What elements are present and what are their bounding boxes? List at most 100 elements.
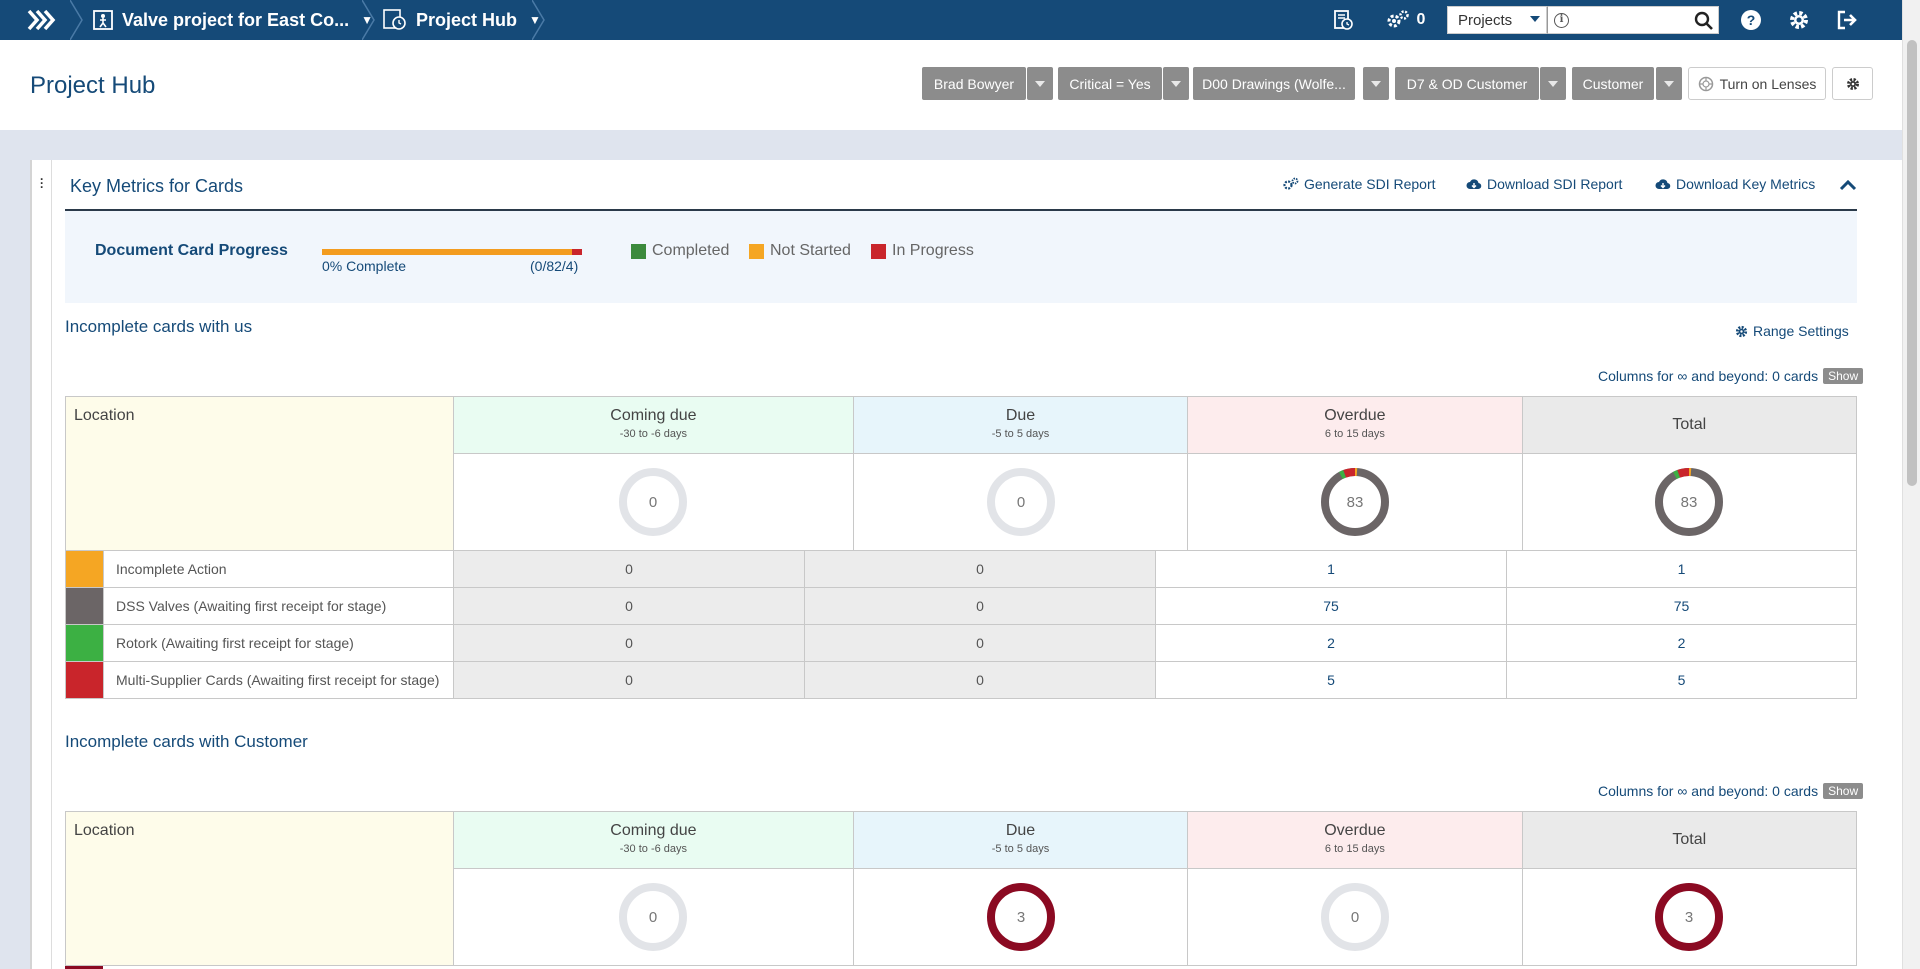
sign-out-icon[interactable] (1834, 0, 1860, 40)
vertical-dots-icon: · · · (40, 172, 44, 194)
show-button[interactable]: Show (1823, 783, 1864, 799)
help-icon[interactable]: ? (1738, 0, 1764, 40)
dropdown-arrow-icon (1530, 16, 1540, 22)
settings-gear-icon[interactable] (1786, 0, 1812, 40)
table-row[interactable]: Rotork (Awaiting first receipt for stage… (65, 624, 1857, 662)
info-icon[interactable]: i (1554, 13, 1569, 28)
row-due-value[interactable]: 0 (804, 624, 1156, 662)
table-row[interactable]: Incomplete Action 0 0 1 1 (65, 550, 1857, 588)
row-overdue-value[interactable]: 2 (1155, 624, 1507, 662)
table-row[interactable]: DSS Valves (Awaiting first receipt for s… (65, 587, 1857, 625)
turn-on-lenses-button[interactable]: Turn on Lenses (1688, 67, 1826, 100)
row-due-value[interactable]: 0 (804, 550, 1156, 588)
scrollbar-thumb[interactable] (1907, 40, 1917, 486)
donut-value: 0 (649, 494, 657, 511)
chevron-down-icon: ▼ (529, 13, 541, 27)
lens-button-label: Turn on Lenses (1719, 75, 1817, 92)
donut-value: 0 (1016, 494, 1024, 511)
filter-critical-button[interactable]: Critical = Yes (1058, 67, 1162, 100)
incomplete-cards-with-customer-table: Location Coming due -30 to -6 days Due -5 … (65, 811, 1858, 966)
legend-swatch (631, 243, 646, 259)
legend-label: Not Started (770, 242, 851, 259)
clipboard-clock-icon[interactable] (1330, 0, 1356, 40)
filter-customer-dropdown[interactable] (1656, 67, 1682, 100)
app-logo-icon[interactable] (0, 0, 84, 40)
filter-user-button[interactable]: Brad Bowyer (922, 67, 1026, 100)
chevron-down-icon: ▼ (361, 13, 373, 27)
total-donut[interactable]: 83 (1521, 453, 1858, 551)
row-color-swatch (65, 587, 104, 625)
page-settings-button[interactable] (1832, 67, 1873, 100)
donut-value: 83 (1347, 494, 1364, 511)
range-settings-link[interactable]: Range Settings (1735, 323, 1849, 339)
row-total-value[interactable]: 2 (1506, 624, 1857, 662)
download-key-metrics-link[interactable]: Download Key Metrics (1655, 176, 1815, 192)
panel-drag-handle[interactable]: · · · (32, 160, 52, 969)
due-donut[interactable]: 0 (852, 453, 1189, 551)
row-due-value[interactable]: 0 (804, 587, 1156, 625)
coming-due-donut[interactable]: 0 (453, 453, 854, 551)
overdue-header: Overdue 6 to 15 days (1187, 811, 1523, 869)
chevron-up-icon[interactable] (1839, 178, 1857, 192)
search-scope-select[interactable]: Projects (1447, 6, 1547, 34)
filter-user-dropdown[interactable] (1027, 67, 1053, 100)
tasks-button[interactable]: 0 (1380, 0, 1430, 40)
breadcrumb-project[interactable]: Valve project for East Co... ▼ (92, 0, 373, 40)
donut-value: 3 (1685, 909, 1693, 926)
search-icon[interactable] (1694, 11, 1714, 31)
row-overdue-value[interactable]: 75 (1155, 587, 1507, 625)
coming-due-range: -30 to -6 days (619, 428, 688, 440)
download-key-metrics-label: Download Key Metrics (1676, 176, 1816, 192)
breadcrumb-project-label: Valve project for East Co... (122, 9, 350, 30)
search-input[interactable]: i (1547, 6, 1719, 34)
incomplete-cards-with-customer-title: Incomplete cards with Customer (65, 732, 308, 751)
row-overdue-value[interactable]: 5 (1155, 661, 1507, 699)
total-donut[interactable]: 3 (1521, 868, 1858, 966)
coming-due-donut[interactable]: 0 (453, 868, 854, 966)
row-coming-due-value[interactable]: 0 (453, 587, 805, 625)
filter-customer-group-dropdown[interactable] (1540, 67, 1566, 100)
legend-in-progress: In Progress (871, 242, 974, 260)
page-scrollbar[interactable] (1902, 0, 1920, 969)
filter-customer-button[interactable]: Customer (1572, 67, 1654, 100)
table-row[interactable]: Multi-Supplier Cards (Awaiting first rec… (65, 661, 1857, 699)
generate-sdi-report-link[interactable]: Generate SDI Report (1283, 176, 1436, 192)
filter-customer-group-button[interactable]: D7 & OD Customer (1395, 67, 1539, 100)
row-coming-due-value[interactable]: 0 (453, 661, 805, 699)
document-card-progress-label: Document Card Progress (95, 242, 288, 259)
filter-critical-dropdown[interactable] (1163, 67, 1189, 100)
incomplete-cards-with-us-title: Incomplete cards with us (65, 317, 253, 336)
gears-icon (1283, 177, 1299, 190)
row-total-value[interactable]: 5 (1506, 661, 1857, 699)
filter-drawings-button[interactable]: D00 Drawings (Wolfe... (1193, 67, 1355, 100)
breadcrumb-project-hub[interactable]: Project Hub ▼ (382, 0, 541, 40)
download-sdi-report-link[interactable]: Download SDI Report (1466, 176, 1622, 192)
row-total-value[interactable]: 1 (1506, 550, 1857, 588)
top-navigation-bar: Valve project for East Co... ▼ Project H… (0, 0, 1902, 40)
download-sdi-report-label: Download SDI Report (1487, 176, 1623, 192)
row-coming-due-value[interactable]: 0 (453, 550, 805, 588)
location-header: Location (65, 811, 454, 966)
overdue-donut[interactable]: 0 (1187, 868, 1523, 966)
donut-value: 0 (649, 909, 657, 926)
coming-due-header: Coming due -30 to -6 days (453, 811, 854, 869)
row-coming-due-value[interactable]: 0 (453, 624, 805, 662)
show-button[interactable]: Show (1823, 368, 1864, 384)
overdue-range: 6 to 15 days (1324, 428, 1385, 440)
filter-drawings-dropdown[interactable] (1363, 67, 1389, 100)
legend-completed: Completed (631, 242, 729, 260)
page-header: Project Hub Brad Bowyer Critical = Yes D… (0, 40, 1902, 130)
overdue-donut[interactable]: 83 (1187, 453, 1523, 551)
row-overdue-value[interactable]: 1 (1155, 550, 1507, 588)
columns-note-text: Columns for ∞ and beyond: 0 cards (1598, 783, 1819, 799)
row-due-value[interactable]: 0 (804, 661, 1156, 699)
legend-not-started: Not Started (749, 242, 851, 260)
breadcrumb-separator-icon (362, 0, 375, 40)
row-location-name: Multi-Supplier Cards (Awaiting first rec… (103, 661, 454, 699)
task-count: 0 (1416, 11, 1426, 28)
due-donut[interactable]: 3 (852, 868, 1189, 966)
row-location-name: Incomplete Action (103, 550, 454, 588)
due-range: -5 to 5 days (991, 428, 1050, 440)
row-total-value[interactable]: 75 (1506, 587, 1857, 625)
due-header: Due -5 to 5 days (852, 396, 1189, 454)
